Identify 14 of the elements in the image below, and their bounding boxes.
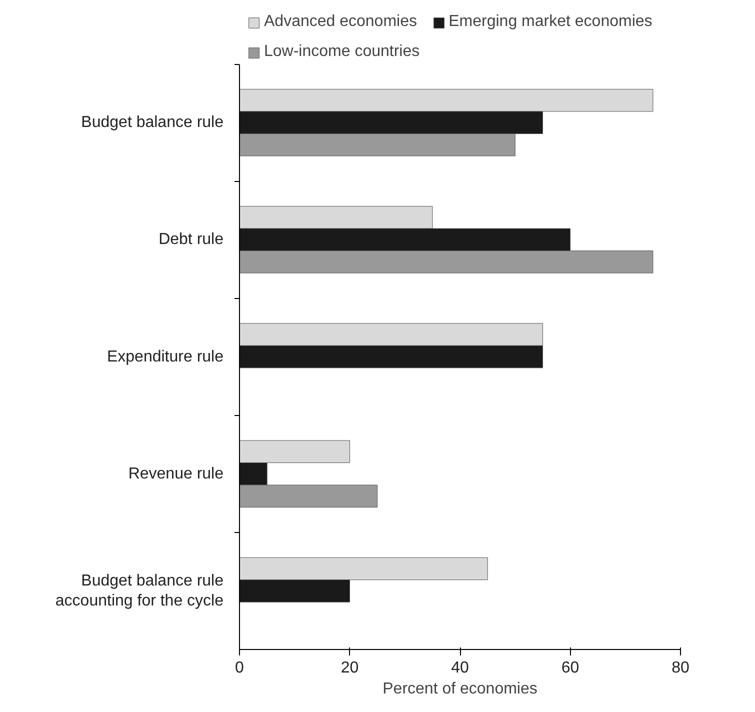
y-tick-label: Budget balance rule — [81, 114, 224, 132]
x-tick-label: 80 — [672, 660, 690, 676]
x-tick-label: 60 — [561, 660, 580, 676]
y-tick-label: Budget balance rule accounting for the cycle — [55, 572, 224, 610]
x-tick-label: 20 — [340, 660, 359, 676]
x-tick-label: 0 — [235, 660, 244, 676]
y-tick-label: Revenue rule — [128, 465, 224, 482]
legend-label: Emerging market economies — [448, 13, 652, 31]
x-axis-title: Percent of economies — [382, 680, 538, 698]
y-tick-label: Expenditure rule — [106, 348, 224, 366]
legend-label: Low-income countries — [264, 43, 420, 61]
y-tick-label: Debt rule — [158, 231, 224, 248]
x-tick-label: 40 — [451, 660, 469, 676]
legend-label: Advanced economies — [264, 13, 417, 31]
